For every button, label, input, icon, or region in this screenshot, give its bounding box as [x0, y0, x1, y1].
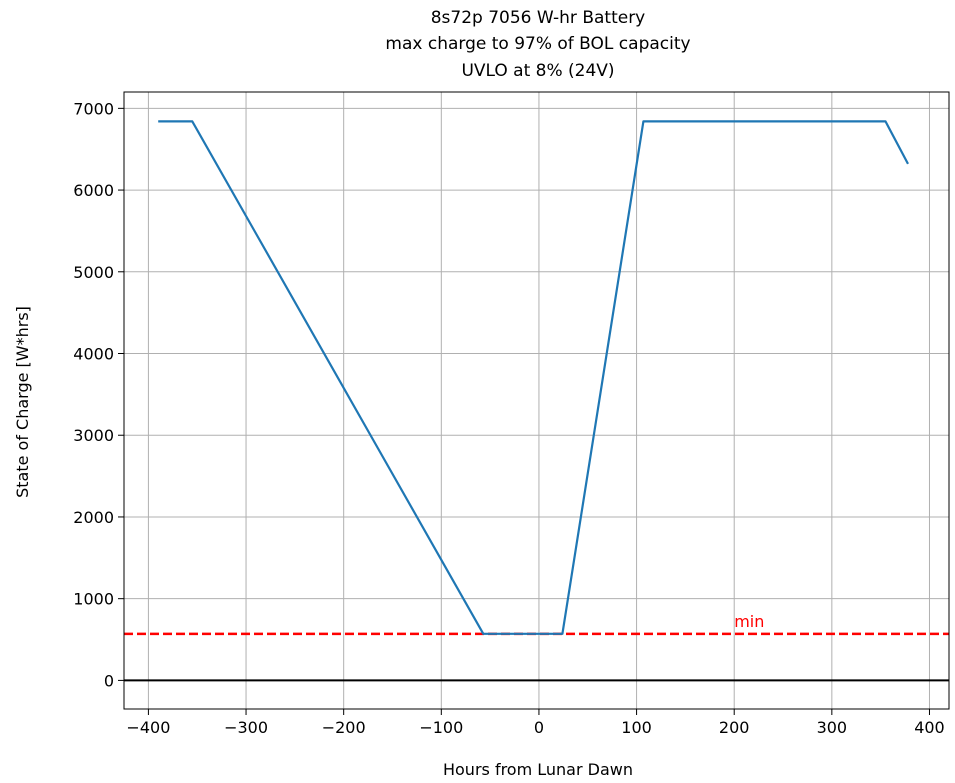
x-axis-ticks: −400 −300 −200 −100 0 100 200 300 400	[126, 709, 945, 737]
y-tick-label: 7000	[73, 99, 114, 118]
x-tick-label: −400	[126, 718, 170, 737]
x-tick-label: −300	[224, 718, 268, 737]
chart-title: 8s72p 7056 W-hr Battery max charge to 97…	[385, 8, 690, 81]
y-axis-label: State of Charge [W*hrs]	[13, 306, 32, 498]
y-axis-ticks: 0 1000 2000 3000 4000 5000 6000 7000	[73, 99, 124, 690]
reference-lines: min	[124, 612, 949, 682]
y-tick-label: 3000	[73, 426, 114, 445]
x-tick-label: 100	[621, 718, 652, 737]
title-line-3: UVLO at 8% (24V)	[461, 61, 614, 81]
x-tick-label: 400	[914, 718, 945, 737]
min-threshold-label: min	[734, 612, 764, 631]
title-line-2: max charge to 97% of BOL capacity	[385, 34, 690, 54]
y-tick-label: 5000	[73, 263, 114, 282]
plot-area-frame	[123, 91, 950, 710]
title-line-1: 8s72p 7056 W-hr Battery	[431, 8, 646, 28]
x-tick-label: −200	[322, 718, 366, 737]
y-tick-label: 1000	[73, 590, 114, 609]
x-tick-label: 300	[817, 718, 848, 737]
grid-lines	[124, 92, 949, 709]
x-tick-label: −100	[419, 718, 463, 737]
y-tick-label: 6000	[73, 181, 114, 200]
y-tick-label: 0	[104, 671, 114, 690]
y-tick-label: 2000	[73, 508, 114, 527]
x-tick-label: 200	[719, 718, 750, 737]
x-axis-label: Hours from Lunar Dawn	[443, 760, 633, 779]
series-layer	[158, 120, 909, 635]
soc-series-line	[158, 120, 909, 635]
x-tick-label: 0	[534, 718, 544, 737]
y-tick-label: 4000	[73, 345, 114, 364]
